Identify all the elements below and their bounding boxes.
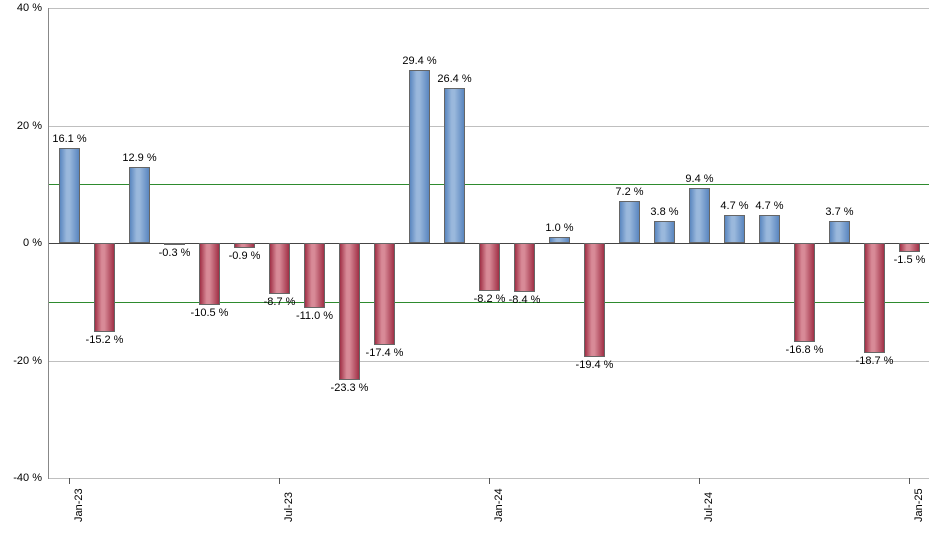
gridline bbox=[49, 361, 929, 362]
y-tick-label: 40 % bbox=[0, 2, 42, 14]
bar-value-label: -8.4 % bbox=[509, 294, 541, 306]
plot-area: 16.1 % -15.2 % 12.9 % -0.3 % -10.5 % -0.9 % -8… bbox=[48, 8, 929, 479]
bar-value-label: 12.9 % bbox=[122, 152, 156, 164]
bar bbox=[759, 215, 780, 243]
y-tick-label: -40 % bbox=[0, 472, 42, 484]
bar bbox=[479, 243, 500, 291]
bar bbox=[234, 243, 255, 248]
bar-value-label: 16.1 % bbox=[52, 133, 86, 145]
x-tick-mark bbox=[69, 478, 70, 484]
bar bbox=[549, 237, 570, 243]
bar-value-label: 4.7 % bbox=[755, 200, 783, 212]
bar bbox=[724, 215, 745, 243]
y-tick-label: -20 % bbox=[0, 355, 42, 367]
x-tick-label: Jan-24 bbox=[493, 488, 505, 522]
bar bbox=[619, 201, 640, 243]
bar bbox=[584, 243, 605, 357]
bar-value-label: -19.4 % bbox=[576, 359, 614, 371]
bar-value-label: 1.0 % bbox=[545, 222, 573, 234]
bar bbox=[829, 221, 850, 243]
x-tick-mark bbox=[489, 478, 490, 484]
x-tick-mark bbox=[279, 478, 280, 484]
bar bbox=[374, 243, 395, 345]
y-tick-label: 20 % bbox=[0, 120, 42, 132]
bar-value-label: -15.2 % bbox=[86, 334, 124, 346]
bar bbox=[899, 243, 920, 252]
bar bbox=[864, 243, 885, 353]
y-tick-label: 0 % bbox=[0, 237, 42, 249]
bar-value-label: -18.7 % bbox=[856, 355, 894, 367]
bar bbox=[129, 167, 150, 243]
bar-value-label: -11.0 % bbox=[296, 310, 333, 322]
x-tick-label: Jan-23 bbox=[73, 488, 85, 522]
reference-line bbox=[49, 184, 929, 185]
bar bbox=[164, 243, 185, 245]
bar bbox=[269, 243, 290, 294]
x-tick-label: Jul-23 bbox=[283, 492, 295, 522]
bar bbox=[514, 243, 535, 292]
bar bbox=[339, 243, 360, 380]
bar-value-label: 7.2 % bbox=[615, 186, 643, 198]
bar bbox=[59, 148, 80, 243]
bar bbox=[444, 88, 465, 243]
bar bbox=[304, 243, 325, 308]
bar-value-label: -0.9 % bbox=[229, 250, 261, 262]
bar-value-label: 4.7 % bbox=[720, 200, 748, 212]
bar-value-label: -8.2 % bbox=[474, 293, 506, 305]
bar bbox=[794, 243, 815, 342]
bar-value-label: 29.4 % bbox=[402, 55, 436, 67]
gridline bbox=[49, 126, 929, 127]
bar-value-label: -17.4 % bbox=[366, 347, 404, 359]
bar-value-label: 3.8 % bbox=[650, 206, 678, 218]
x-tick-mark bbox=[699, 478, 700, 484]
chart-container: 16.1 % -15.2 % 12.9 % -0.3 % -10.5 % -0.9 % -8… bbox=[0, 0, 940, 550]
bar-value-label: 26.4 % bbox=[437, 73, 471, 85]
bar-value-label: -10.5 % bbox=[191, 307, 229, 319]
x-tick-mark bbox=[909, 478, 910, 484]
bar-value-label: 9.4 % bbox=[685, 173, 713, 185]
x-tick-label: Jan-25 bbox=[913, 488, 925, 522]
bar bbox=[409, 70, 430, 243]
gridline bbox=[49, 8, 929, 9]
bar-value-label: -1.5 % bbox=[894, 254, 926, 266]
bar-value-label: -16.8 % bbox=[786, 344, 824, 356]
bar-value-label: -8.7 % bbox=[264, 296, 296, 308]
bar-value-label: 3.7 % bbox=[825, 206, 853, 218]
bar bbox=[199, 243, 220, 305]
bar-value-label: -0.3 % bbox=[159, 247, 191, 259]
bar-value-label: -23.3 % bbox=[331, 382, 369, 394]
x-tick-label: Jul-24 bbox=[703, 492, 715, 522]
bar bbox=[654, 221, 675, 243]
bar bbox=[94, 243, 115, 332]
bar bbox=[689, 188, 710, 243]
